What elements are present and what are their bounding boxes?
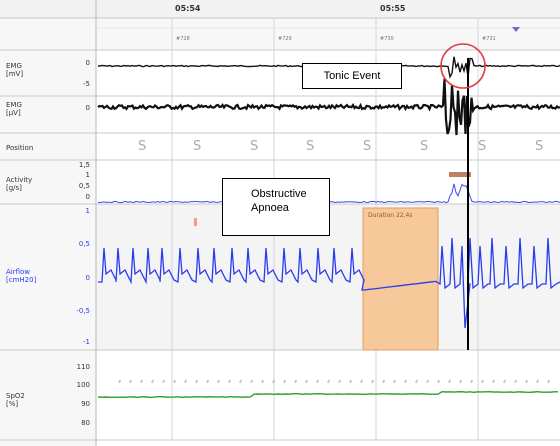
spo2-value-mark: ≈ xyxy=(183,378,190,385)
position-marker: S xyxy=(535,139,544,154)
activity-tick-1: 1 xyxy=(85,171,90,179)
spo2-value-mark: ≈ xyxy=(524,378,531,385)
activity-tick-1-5: 1,5 xyxy=(78,161,90,169)
spo2-tick-100: 100 xyxy=(76,381,90,389)
emg-uv-trace xyxy=(97,78,560,136)
spo2-value-mark: ≈ xyxy=(458,378,465,385)
spo2-value-mark: ≈ xyxy=(381,378,388,385)
event-duration-label: Duration 22,4s xyxy=(368,212,413,219)
spo2-value-mark: ≈ xyxy=(150,378,157,385)
position-marker: S xyxy=(363,139,372,154)
airflow-label: Airflow [cmH20] xyxy=(6,268,37,284)
spo2-trace xyxy=(97,390,558,399)
spo2-value-mark: ≈ xyxy=(139,378,146,385)
spo2-value-mark: ≈ xyxy=(425,378,432,385)
emg-uv-label: EMG [µV] xyxy=(6,101,22,117)
epoch-730: #730 xyxy=(380,36,394,42)
spo2-tick-90: 90 xyxy=(81,400,90,408)
spo2-value-mark: ≈ xyxy=(546,378,553,385)
spo2-value-mark: ≈ xyxy=(194,378,201,385)
airflow-trace xyxy=(98,237,560,329)
airflow-tick-1: 1 xyxy=(85,207,90,215)
epoch-729: #729 xyxy=(278,36,292,42)
spo2-value-mark: ≈ xyxy=(249,378,256,385)
position-marker: S xyxy=(250,139,259,154)
spo2-value-mark: ≈ xyxy=(315,378,322,385)
epoch-731: #731 xyxy=(482,36,496,42)
spo2-value-mark: ≈ xyxy=(447,378,454,385)
airflow-tick-0: 0 xyxy=(85,274,90,282)
time-label-0555: 05:55 xyxy=(380,4,406,13)
airflow-tick-neg0-5: -0,5 xyxy=(76,307,90,315)
spo2-value-mark: ≈ xyxy=(282,378,289,385)
activity-label: Activity [g/s] xyxy=(6,176,33,192)
timeline-marker-icon[interactable] xyxy=(512,27,520,32)
spo2-value-marks: ≈ ≈ ≈ ≈ ≈ ≈ ≈ ≈ ≈ ≈ ≈ ≈ ≈ ≈ ≈ ≈ ≈ ≈ ≈ ≈ ≈ ≈ ≈ ≈ ≈ ≈ ≈ ≈ ≈ ≈ ≈ ≈ ≈ ≈ ≈ ≈ ≈ ≈ ≈ ≈ xyxy=(117,378,553,385)
position-marker: S xyxy=(306,139,315,154)
obstructive-apnoea-annotation[interactable]: Obstructive Apnoea xyxy=(222,178,330,236)
spo2-value-mark: ≈ xyxy=(271,378,278,385)
spo2-value-mark: ≈ xyxy=(348,378,355,385)
activity-marker xyxy=(449,172,471,177)
airflow-tick-neg1: -1 xyxy=(83,338,90,346)
spo2-value-mark: ≈ xyxy=(205,378,212,385)
small-marker xyxy=(194,218,197,226)
airflow-tick-0-5: 0,5 xyxy=(78,240,90,248)
spo2-value-mark: ≈ xyxy=(337,378,344,385)
emg-uv-tick-0: 0 xyxy=(85,104,90,112)
epoch-728: #728 xyxy=(176,36,190,42)
position-marker: S xyxy=(420,139,429,154)
position-label: Position xyxy=(6,144,34,152)
spo2-value-mark: ≈ xyxy=(326,378,333,385)
spo2-value-mark: ≈ xyxy=(414,378,421,385)
spo2-label: SpO2 [%] xyxy=(6,392,25,408)
spo2-tick-110: 110 xyxy=(76,363,90,371)
spo2-value-mark: ≈ xyxy=(370,378,377,385)
spo2-value-mark: ≈ xyxy=(117,378,124,385)
spo2-value-mark: ≈ xyxy=(392,378,399,385)
time-label-0554: 05:54 xyxy=(175,4,201,13)
spo2-value-mark: ≈ xyxy=(293,378,300,385)
spo2-value-mark: ≈ xyxy=(227,378,234,385)
tonic-event-annotation[interactable]: Tonic Event xyxy=(302,63,402,89)
activity-tick-0: 0 xyxy=(85,193,90,201)
position-marker: S xyxy=(138,139,147,154)
emg-mv-label: EMG [mV] xyxy=(6,62,24,78)
position-marker: S xyxy=(193,139,202,154)
spo2-value-mark: ≈ xyxy=(480,378,487,385)
spo2-value-mark: ≈ xyxy=(238,378,245,385)
spo2-value-mark: ≈ xyxy=(304,378,311,385)
emg-mv-tick-0: 0 xyxy=(85,59,90,67)
spo2-tick-80: 80 xyxy=(81,419,90,427)
spo2-value-mark: ≈ xyxy=(513,378,520,385)
emg-mv-tick-neg5: -5 xyxy=(83,80,90,88)
spo2-value-mark: ≈ xyxy=(469,378,476,385)
spo2-value-mark: ≈ xyxy=(403,378,410,385)
spo2-value-mark: ≈ xyxy=(172,378,179,385)
spo2-value-mark: ≈ xyxy=(161,378,168,385)
spo2-value-mark: ≈ xyxy=(216,378,223,385)
tonic-event-circle xyxy=(440,43,486,89)
spo2-value-mark: ≈ xyxy=(359,378,366,385)
activity-tick-0-5: 0,5 xyxy=(78,182,90,190)
spo2-value-mark: ≈ xyxy=(260,378,267,385)
spo2-value-mark: ≈ xyxy=(502,378,509,385)
spo2-value-mark: ≈ xyxy=(128,378,135,385)
apnoea-event-region[interactable] xyxy=(362,207,439,351)
spo2-value-mark: ≈ xyxy=(491,378,498,385)
position-marker: S xyxy=(478,139,487,154)
spo2-value-mark: ≈ xyxy=(535,378,542,385)
spo2-value-mark: ≈ xyxy=(436,378,443,385)
